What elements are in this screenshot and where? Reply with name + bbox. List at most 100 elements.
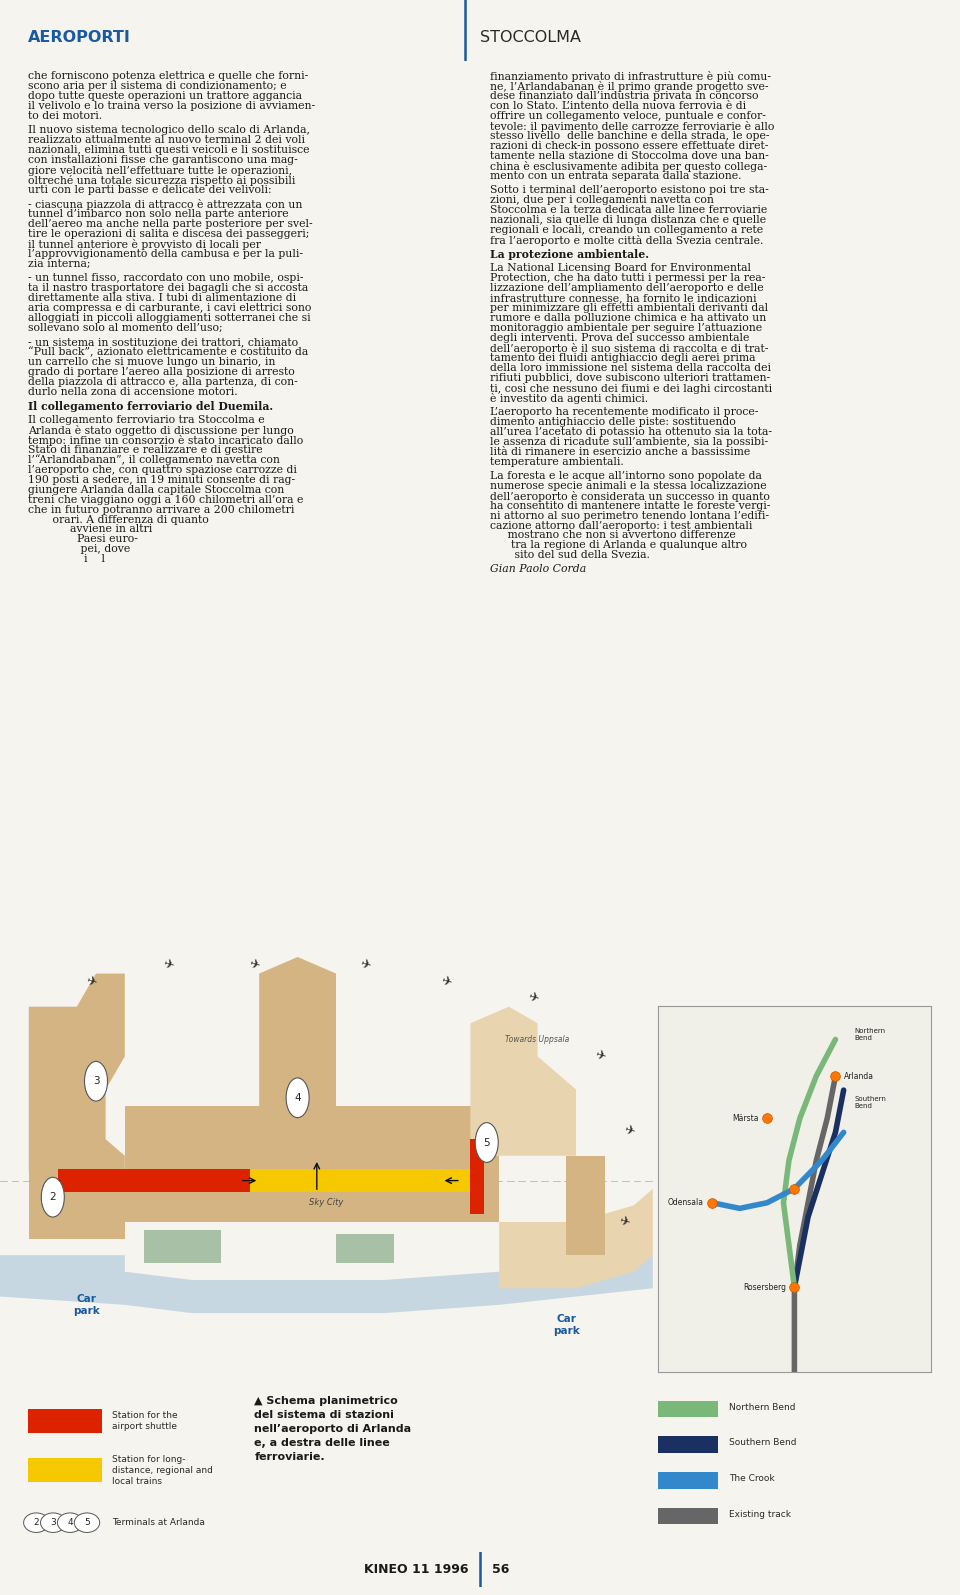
Text: zioni, due per i collegamenti navetta con: zioni, due per i collegamenti navetta co… [490, 195, 713, 206]
Text: l’approvvigionamento della cambusa e per la puli-: l’approvvigionamento della cambusa e per… [28, 249, 302, 258]
Text: tire le operazioni di salita e discesa dei passeggeri;: tire le operazioni di salita e discesa d… [28, 230, 309, 239]
Text: Arlanda: Arlanda [844, 1072, 874, 1080]
Text: ne, l’Arlandabanan è il primo grande progetto sve-: ne, l’Arlandabanan è il primo grande pro… [490, 81, 768, 93]
Text: della piazzola di attracco e, alla partenza, di con-: della piazzola di attracco e, alla parte… [28, 376, 298, 386]
Text: Il collegamento ferroviario del Duemila.: Il collegamento ferroviario del Duemila. [28, 400, 273, 412]
Text: Il collegamento ferroviario tra Stoccolma e: Il collegamento ferroviario tra Stoccolm… [28, 415, 264, 424]
Text: lizzazione dell’ampliamento dell’aeroporto e delle: lizzazione dell’ampliamento dell’aeropor… [490, 282, 763, 293]
Text: 190 posti a sedere, in 19 minuti consente di rag-: 190 posti a sedere, in 19 minuti consent… [28, 475, 295, 485]
Circle shape [475, 1123, 498, 1163]
Text: l’aeroporto che, con quattro spaziose carrozze di: l’aeroporto che, con quattro spaziose ca… [28, 464, 297, 475]
Text: oltreché una totale sicurezza rispetto ai possibili: oltreché una totale sicurezza rispetto a… [28, 175, 296, 187]
Polygon shape [0, 1255, 653, 1313]
Text: Southern
Bend: Southern Bend [854, 1096, 886, 1109]
Text: monitoraggio ambientale per seguire l’attuazione: monitoraggio ambientale per seguire l’at… [490, 322, 761, 333]
Bar [250, 1169, 470, 1191]
Text: Existing track: Existing track [729, 1510, 791, 1518]
Text: sollevano solo al momento dell’uso;: sollevano solo al momento dell’uso; [28, 322, 223, 333]
Circle shape [74, 1514, 100, 1533]
Circle shape [40, 1514, 66, 1533]
Text: - un sistema in sostituzione dei trattori, chiamato: - un sistema in sostituzione dei trattor… [28, 337, 298, 346]
Text: AEROPORTI: AEROPORTI [28, 30, 131, 45]
Text: Northern
Bend: Northern Bend [854, 1029, 886, 1042]
Text: dopo tutte queste operazioni un trattore aggancia: dopo tutte queste operazioni un trattore… [28, 91, 301, 100]
Text: degli interventi. Prova del successo ambientale: degli interventi. Prova del successo amb… [490, 333, 749, 343]
Text: 56: 56 [492, 1563, 510, 1576]
Text: The Crook: The Crook [729, 1474, 775, 1483]
Text: ni attorno al suo perimetro tenendo lontana l’edifi-: ni attorno al suo perimetro tenendo lont… [490, 510, 769, 520]
Text: offrire un collegamento veloce, puntuale e confor-: offrire un collegamento veloce, puntuale… [490, 112, 765, 121]
Text: ✈: ✈ [593, 1050, 607, 1064]
Text: è investito da agenti chimici.: è investito da agenti chimici. [490, 392, 648, 404]
Text: cazione attorno dall’aeroporto: i test ambientali: cazione attorno dall’aeroporto: i test a… [490, 520, 752, 531]
Text: realizzato attualmente al nuovo terminal 2 dei voli: realizzato attualmente al nuovo terminal… [28, 136, 305, 145]
Text: razioni di check-in possono essere effettuate diret-: razioni di check-in possono essere effet… [490, 140, 768, 152]
Text: avviene in altri: avviene in altri [28, 525, 152, 534]
Text: ✈: ✈ [622, 1123, 636, 1139]
Text: alloggiati in piccoli alloggiamenti sotterranei che si: alloggiati in piccoli alloggiamenti sott… [28, 313, 310, 322]
Text: infrastrutture connesse, ha fornito le indicazioni: infrastrutture connesse, ha fornito le i… [490, 293, 756, 303]
Text: ✈: ✈ [161, 957, 175, 973]
Text: Sky City: Sky City [309, 1198, 344, 1207]
Text: Station for long-
distance, regional and
local trains: Station for long- distance, regional and… [112, 1455, 213, 1487]
Text: STOCCOLMA: STOCCOLMA [480, 30, 581, 45]
Text: della loro immissione nel sistema della raccolta dei: della loro immissione nel sistema della … [490, 362, 771, 373]
Text: rifiuti pubblici, dove subiscono ulteriori trattamen-: rifiuti pubblici, dove subiscono ulterio… [490, 373, 770, 383]
Text: La protezione ambientale.: La protezione ambientale. [490, 249, 649, 260]
Text: un carrello che si muove lungo un binario, in: un carrello che si muove lungo un binari… [28, 357, 276, 367]
Text: durlo nella zona di accensione motori.: durlo nella zona di accensione motori. [28, 386, 237, 397]
Text: china è esclusivamente adibita per questo collega-: china è esclusivamente adibita per quest… [490, 161, 767, 172]
Text: 2: 2 [50, 1191, 56, 1203]
Text: Rosersberg: Rosersberg [743, 1282, 786, 1292]
Bar [336, 1233, 394, 1263]
Text: treni che viaggiano oggi a 160 chilometri all’ora e: treni che viaggiano oggi a 160 chilometr… [28, 494, 303, 504]
Text: per minimizzare gli effetti ambientali derivanti dal: per minimizzare gli effetti ambientali d… [490, 303, 768, 313]
Text: il velivolo e lo traina verso la posizione di avviamen-: il velivolo e lo traina verso la posizio… [28, 100, 315, 112]
Text: sito del sud della Svezia.: sito del sud della Svezia. [490, 550, 650, 560]
Text: giore velocità nell’effettuare tutte le operazioni,: giore velocità nell’effettuare tutte le … [28, 164, 292, 175]
Text: giungere Arlanda dalla capitale Stoccolma con: giungere Arlanda dalla capitale Stoccolm… [28, 485, 284, 494]
Circle shape [24, 1514, 49, 1533]
Text: KINEO 11 1996: KINEO 11 1996 [364, 1563, 468, 1576]
Bar [470, 1139, 484, 1214]
Text: con lo Stato. L’intento della nuova ferrovia è di: con lo Stato. L’intento della nuova ferr… [490, 100, 746, 112]
Polygon shape [470, 1006, 576, 1156]
Circle shape [58, 1514, 83, 1533]
Text: Car
park: Car park [553, 1314, 580, 1335]
Text: ✈: ✈ [248, 957, 261, 973]
Text: lità di rimanere in esercizio anche a bassissime: lità di rimanere in esercizio anche a ba… [490, 447, 750, 456]
Text: dell’aeroporto è il suo sistema di raccolta e di trat-: dell’aeroporto è il suo sistema di racco… [490, 343, 768, 354]
Text: tunnel d’imbarco non solo nella parte anteriore: tunnel d’imbarco non solo nella parte an… [28, 209, 288, 219]
Text: Stoccolma e la terza dedicata alle linee ferroviarie: Stoccolma e la terza dedicata alle linee… [490, 206, 767, 215]
Text: dese finanziato dall’industria privata in concorso: dese finanziato dall’industria privata i… [490, 91, 758, 100]
Text: tra la regione di Arlanda e qualunque altro: tra la regione di Arlanda e qualunque al… [490, 541, 747, 550]
Text: pei, dove: pei, dove [28, 544, 131, 555]
Bar [658, 1400, 718, 1416]
Bar [658, 1437, 718, 1453]
Circle shape [84, 1061, 108, 1101]
Circle shape [286, 1078, 309, 1118]
Text: 3: 3 [93, 1077, 99, 1086]
Text: mostrano che non si avvertono differenze: mostrano che non si avvertono differenze [490, 531, 735, 541]
Text: orari. A differenza di quanto: orari. A differenza di quanto [28, 515, 208, 525]
Text: 5: 5 [484, 1137, 490, 1147]
Text: aria compressa e di carburante, i cavi elettrici sono: aria compressa e di carburante, i cavi e… [28, 303, 311, 313]
Text: 2: 2 [34, 1518, 39, 1526]
Text: che in futuro potranno arrivare a 200 chilometri: che in futuro potranno arrivare a 200 ch… [28, 504, 294, 515]
Text: grado di portare l’aereo alla posizione di arresto: grado di portare l’aereo alla posizione … [28, 367, 295, 376]
Bar [28, 1458, 102, 1482]
Text: tamente nella stazione di Stoccolma dove una ban-: tamente nella stazione di Stoccolma dove… [490, 152, 768, 161]
Bar [125, 1105, 499, 1222]
Text: ha consentito di mantenere intatte le foreste vergi-: ha consentito di mantenere intatte le fo… [490, 501, 770, 510]
Text: ✈: ✈ [358, 957, 372, 973]
Text: Gian Paolo Corda: Gian Paolo Corda [490, 565, 586, 574]
Polygon shape [259, 957, 336, 1105]
Bar [144, 1230, 221, 1263]
Text: dell’aeroporto è considerata un successo in quanto: dell’aeroporto è considerata un successo… [490, 491, 770, 501]
Text: dell’aereo ma anche nella parte posteriore per svel-: dell’aereo ma anche nella parte posterio… [28, 219, 312, 230]
Text: rumore e dalla polluzione chimica e ha attivato un: rumore e dalla polluzione chimica e ha a… [490, 313, 766, 322]
Text: 3: 3 [50, 1518, 56, 1526]
Circle shape [41, 1177, 64, 1217]
Text: Terminals at Arlanda: Terminals at Arlanda [112, 1518, 205, 1526]
Polygon shape [499, 1188, 653, 1289]
